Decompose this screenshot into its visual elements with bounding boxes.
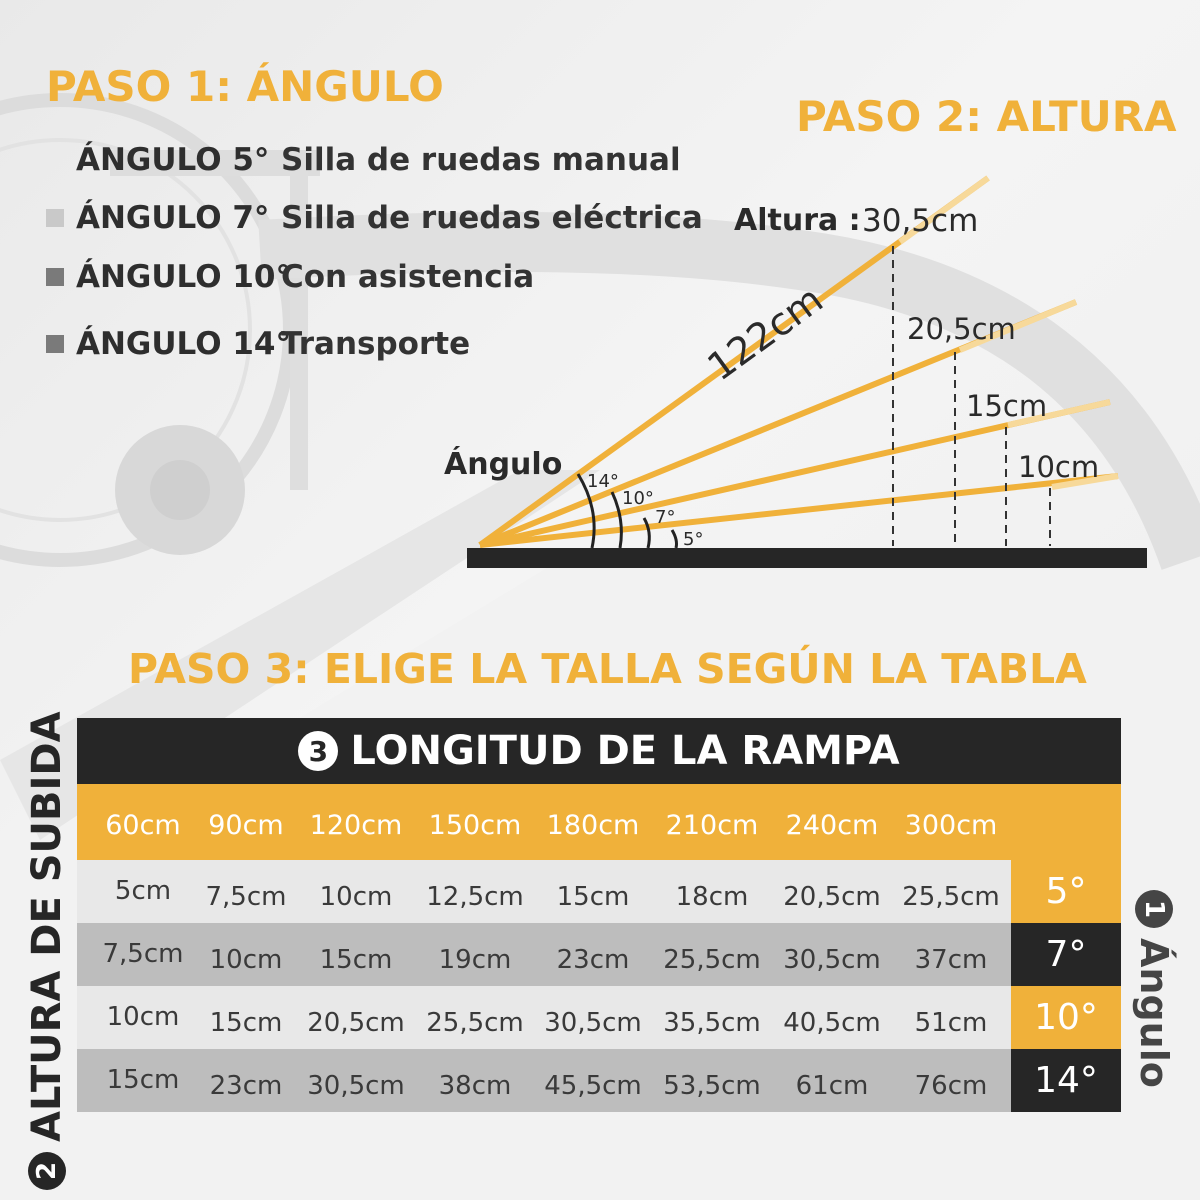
table-header: 3 LONGITUD DE LA RAMPA (77, 718, 1121, 784)
angle-badge-14: 14° (1011, 1049, 1121, 1112)
angle-arc-7 (642, 517, 651, 549)
length-header-row: 60cm 90cm 120cm 150cm 180cm 210cm 240cm … (77, 784, 1121, 864)
table-row: 7,5cm 10cm 15cm 19cm 23cm 25,5cm 30,5cm … (77, 923, 1011, 986)
angle-option-desc: Silla de ruedas manual (281, 142, 681, 178)
angle-option-desc: Transporte (281, 326, 471, 362)
table-cell: 45,5cm (544, 1071, 642, 1101)
table-cell: 35,5cm (663, 1008, 761, 1038)
angle-option-label: ÁNGULO 14° (76, 326, 291, 362)
height-value-15: 15cm (966, 389, 1047, 423)
gray-square-icon (46, 335, 64, 353)
table-row: 10cm 15cm 20,5cm 25,5cm 30,5cm 35,5cm 40… (77, 986, 1011, 1049)
right-axis-text: Ángulo (1132, 938, 1176, 1088)
angle-badge-10: 10° (1011, 986, 1121, 1049)
angle-option-5: ÁNGULO 5° Silla de ruedas manual (46, 140, 681, 180)
table-cell: 15cm (209, 1008, 283, 1038)
angle-value-14: 14° (587, 471, 619, 492)
length-cell: 180cm (546, 810, 640, 841)
height-title-label: Altura : (734, 203, 861, 238)
table-cell: 15cm (556, 882, 630, 912)
angle-value-10: 10° (622, 488, 654, 509)
table-cell: 25,5cm (902, 882, 1000, 912)
angle-arc-14 (576, 473, 596, 549)
left-axis-label: 2 ALTURA DE SUBIDA (24, 711, 70, 1190)
table-cell: 15cm (319, 945, 393, 975)
table-cell: 20,5cm (307, 1008, 405, 1038)
table-cell: 61cm (795, 1071, 869, 1101)
light-square-icon (46, 209, 64, 227)
table-cell: 5cm (114, 876, 172, 906)
table-row: 5cm 7,5cm 10cm 12,5cm 15cm 18cm 20,5cm 2… (77, 860, 1011, 923)
step2-title: PASO 2: ALTURA (796, 92, 1177, 141)
angle-arc-5 (670, 529, 678, 549)
table-cell: 30,5cm (307, 1071, 405, 1101)
angle-option-label: ÁNGULO 10° (76, 259, 291, 295)
table-cell: 20,5cm (783, 882, 881, 912)
table-cell: 25,5cm (663, 945, 761, 975)
right-axis-number: 1 (1135, 890, 1173, 928)
angle-value-5: 5° (683, 529, 703, 550)
table-cell: 53,5cm (663, 1071, 761, 1101)
length-cell: 60cm (105, 810, 181, 841)
ramp-line-7 (479, 399, 1111, 548)
table-cell: 30,5cm (783, 945, 881, 975)
table-cell: 12,5cm (426, 882, 524, 912)
angle-option-10: ÁNGULO 10° Con asistencia (46, 257, 534, 297)
height-value-20: 20,5cm (907, 312, 1016, 346)
left-axis-text: ALTURA DE SUBIDA (24, 711, 70, 1142)
table-cell: 18cm (675, 882, 749, 912)
ground-bar (467, 548, 1147, 568)
angle-badge-5: 5° (1011, 860, 1121, 923)
length-cell: 240cm (785, 810, 879, 841)
table-cell: 15cm (106, 1065, 180, 1095)
ramp-line-5 (479, 473, 1119, 548)
gray-square-icon (46, 268, 64, 286)
step3-title: PASO 3: ELIGE LA TALLA SEGÚN LA TABLA (128, 645, 1087, 693)
angle-option-label: ÁNGULO 5° (76, 142, 270, 178)
right-axis-label: 1 Ángulo (1132, 890, 1176, 1088)
table-cell: 10cm (319, 882, 393, 912)
table-cell: 25,5cm (426, 1008, 524, 1038)
angle-option-desc: Silla de ruedas eléctrica (281, 200, 703, 236)
table-cell: 23cm (556, 945, 630, 975)
left-axis-number: 2 (28, 1152, 66, 1190)
table-cell: 40,5cm (783, 1008, 881, 1038)
angle-option-label: ÁNGULO 7° (76, 200, 270, 236)
table-cell: 7,5cm (102, 939, 184, 969)
angle-title-label: Ángulo (444, 446, 562, 482)
table-cell: 37cm (914, 945, 988, 975)
table-cell: 23cm (209, 1071, 283, 1101)
ramp-length-label: 122cm (699, 277, 830, 389)
length-cell: 120cm (309, 810, 403, 841)
table-cell: 7,5cm (205, 882, 287, 912)
table-cell: 30,5cm (544, 1008, 642, 1038)
length-cell: 150cm (428, 810, 522, 841)
angle-value-7: 7° (655, 507, 675, 528)
table-row: 15cm 23cm 30,5cm 38cm 45,5cm 53,5cm 61cm… (77, 1049, 1011, 1112)
height-value-10: 10cm (1018, 450, 1099, 484)
length-cell: 300cm (904, 810, 998, 841)
angle-option-desc: Con asistencia (281, 259, 535, 295)
table-cell: 76cm (914, 1071, 988, 1101)
step1-title: PASO 1: ÁNGULO (46, 62, 444, 111)
table-cell: 10cm (106, 1002, 180, 1032)
table-header-title: LONGITUD DE LA RAMPA (350, 728, 900, 774)
angle-option-7: ÁNGULO 7° Silla de ruedas eléctrica (46, 198, 703, 238)
height-value-30: 30,5cm (862, 203, 978, 239)
length-cell: 210cm (665, 810, 759, 841)
angle-arc-10 (610, 491, 623, 549)
table-header-number: 3 (298, 731, 339, 771)
table-cell: 51cm (914, 1008, 988, 1038)
table-cell: 38cm (438, 1071, 512, 1101)
angle-badge-7: 7° (1011, 923, 1121, 986)
angle-option-14: ÁNGULO 14° Transporte (46, 324, 470, 364)
length-cell: 90cm (208, 810, 284, 841)
ramp-angle-diagram: 122cm Altura : 30,5cm 20,5cm 15cm 10cm Á… (444, 175, 1147, 568)
table-cell: 19cm (438, 945, 512, 975)
table-cell: 10cm (209, 945, 283, 975)
